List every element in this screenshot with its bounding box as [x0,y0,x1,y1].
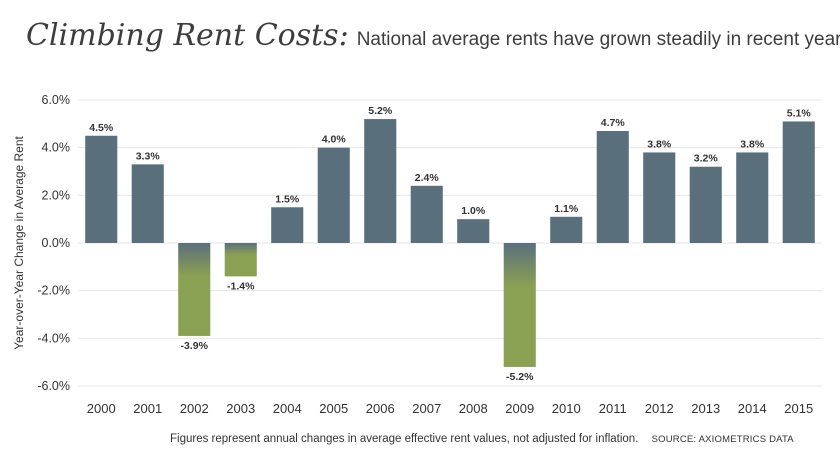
data-label: 1.5% [275,193,300,205]
x-tick-label: 2012 [645,401,674,416]
bar [643,152,676,243]
data-label: -1.4% [227,280,255,292]
data-label: 5.1% [787,107,812,119]
x-tick-label: 2000 [87,401,116,416]
bar [596,130,629,243]
y-tick-label: -2.0% [37,284,70,298]
bar [364,119,397,243]
bar [410,185,443,243]
data-label: 3.8% [647,138,672,150]
data-label: 1.0% [461,205,486,217]
y-tick-label: 6.0% [42,93,71,107]
bar [85,135,118,243]
data-label: 5.2% [368,105,393,117]
bar [224,243,257,277]
y-axis-label: Year-over-Year Change in Average Rent [12,135,26,349]
data-label: 1.1% [554,203,579,215]
x-tick-label: 2002 [180,401,209,416]
x-tick-label: 2015 [784,401,813,416]
data-label: 4.7% [601,117,626,129]
data-label: -3.9% [181,340,209,352]
bar [503,243,536,367]
x-tick-label: 2007 [412,401,441,416]
chart-subtitle: National average rents have grown steadi… [356,29,840,50]
footnote-text: Figures represent annual changes in aver… [170,433,639,445]
x-tick-label: 2006 [366,401,395,416]
y-tick-label: 2.0% [42,188,71,202]
y-tick-label: -4.0% [37,331,70,345]
data-label: 4.0% [322,134,347,146]
data-label: -5.2% [506,371,534,383]
x-tick-label: 2014 [738,401,767,416]
data-label: 3.8% [740,138,765,150]
data-label: 4.5% [89,122,114,134]
y-tick-label: -6.0% [37,379,70,393]
data-label: 3.2% [694,153,719,165]
bar [271,207,304,243]
x-tick-label: 2003 [226,401,255,416]
x-tick-label: 2008 [459,401,488,416]
chart-title: Climbing Rent Costs: [26,18,349,53]
x-tick-label: 2011 [599,401,627,416]
chart-title-row: Climbing Rent Costs: National average re… [26,18,840,53]
y-tick-label: 4.0% [42,141,71,155]
bar [131,164,164,243]
data-label: 2.4% [415,172,440,184]
bar [550,216,583,243]
data-label: 3.3% [136,150,161,162]
x-tick-label: 2001 [133,401,162,416]
footnote: Figures represent annual changes in aver… [170,433,830,445]
bar [457,219,490,243]
x-tick-label: 2010 [552,401,581,416]
bar [178,243,211,336]
x-tick-label: 2004 [273,401,302,416]
bar [317,147,350,243]
bar [782,121,815,243]
y-tick-label: 0.0% [42,236,71,250]
x-tick-label: 2009 [505,401,534,416]
source-credit: SOURCE: AXIOMETRICS DATA [651,434,794,445]
x-tick-label: 2005 [319,401,348,416]
x-tick-label: 2013 [691,401,720,416]
bar [689,166,722,243]
bar [736,152,769,243]
